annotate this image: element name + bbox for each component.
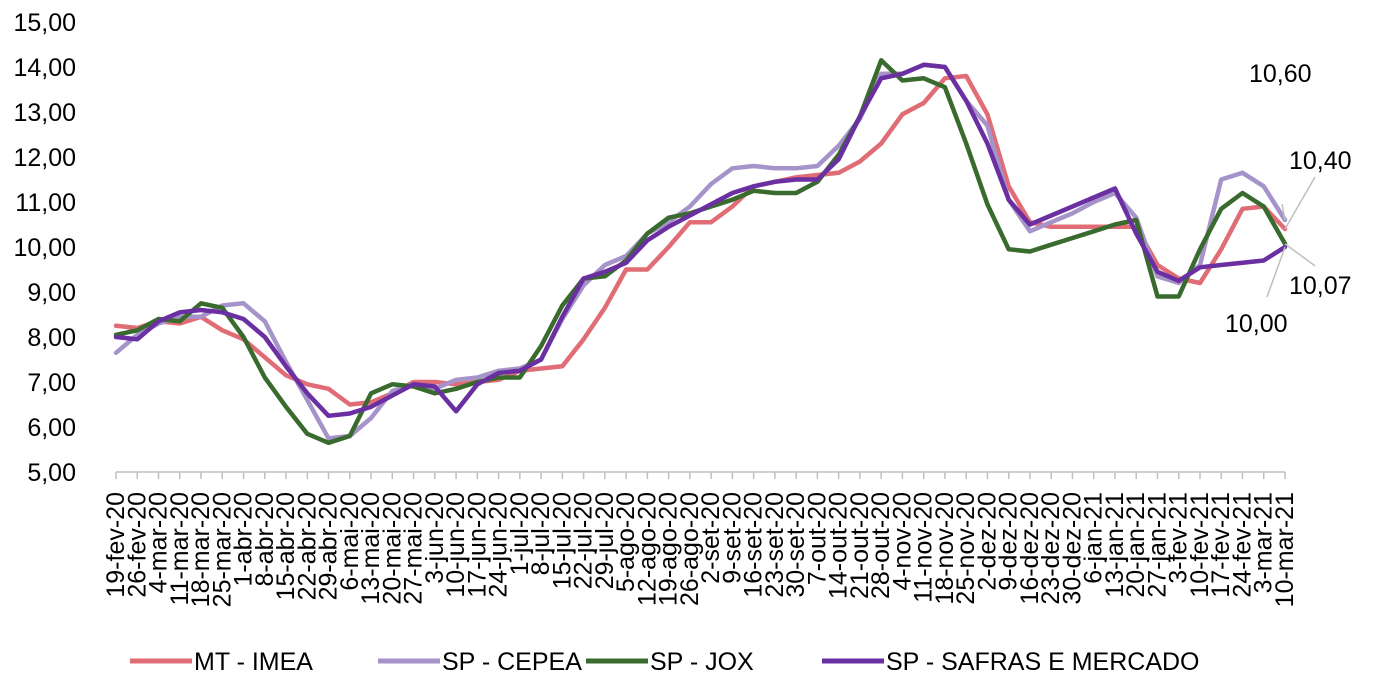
x-tick-label: 30-set-20 — [782, 492, 810, 598]
x-tick-label: 10-fev-21 — [1186, 492, 1214, 598]
x-tick-label: 23-dez-20 — [1037, 492, 1065, 605]
x-tick-label: 1-jul-20 — [506, 492, 534, 575]
annotation-leader — [1281, 203, 1286, 221]
x-tick-label: 4-mar-20 — [145, 492, 173, 593]
x-tick-label: 6-mai-20 — [336, 492, 364, 591]
y-tick-label: 13,00 — [13, 99, 76, 127]
x-tick-label: 21-out-20 — [846, 492, 874, 599]
y-tick-label: 12,00 — [13, 144, 76, 172]
x-tick-label: 9-dez-20 — [995, 492, 1023, 591]
legend-label: MT - IMEA — [194, 648, 313, 676]
y-tick-label: 14,00 — [13, 54, 76, 82]
x-tick-label: 26-ago-20 — [676, 492, 704, 606]
y-tick-label: 9,00 — [27, 279, 76, 307]
x-tick-label: 25-nov-20 — [952, 492, 980, 605]
x-tick-label: 5-ago-20 — [612, 492, 640, 592]
x-tick-label: 8-jul-20 — [527, 492, 555, 575]
series-line — [113, 62, 1288, 441]
x-tick-label: 26-fev-20 — [123, 492, 151, 598]
x-tick-label: 8-abr-20 — [251, 492, 279, 587]
x-tick-label: 11-mar-20 — [166, 492, 194, 605]
series-line — [113, 58, 1288, 446]
x-tick-label: 27-jan-21 — [1143, 492, 1171, 598]
x-tick-label: 19-fev-20 — [102, 492, 130, 598]
annotation-label: 10,00 — [1225, 310, 1288, 338]
x-tick-label: 19-ago-20 — [655, 492, 683, 606]
x-tick-label: 24-jun-20 — [485, 492, 513, 598]
annotation-label: 10,40 — [1289, 147, 1352, 175]
x-tick-label: 12-ago-20 — [633, 492, 661, 606]
y-axis-ticks: 5,00 6,00 7,00 8,00 9,00 10,00 11,00 12,00 13,00… — [13, 9, 76, 487]
x-tick-label: 29-jul-20 — [591, 492, 619, 589]
x-tick-label: 7-out-20 — [803, 492, 831, 585]
x-tick-label: 27-mai-20 — [400, 492, 428, 605]
legend: MT - IMEA SP - CEPEA SP - JOX SP - SAFRAS E… — [130, 648, 1200, 676]
x-tick-label: 25-mar-20 — [208, 492, 236, 607]
x-tick-label: 22-abr-20 — [293, 492, 321, 600]
annotation-leader — [1266, 246, 1286, 298]
x-tick-label: 23-set-20 — [761, 492, 789, 598]
x-tick-label: 30-dez-20 — [1058, 492, 1086, 605]
x-tick-label: 17-jun-20 — [463, 492, 491, 598]
x-tick-label: 3-fev-21 — [1165, 492, 1193, 584]
x-tick-label: 10-jun-20 — [442, 492, 470, 598]
x-tick-label: 11-nov-20 — [910, 492, 938, 603]
annotation-label: 10,60 — [1249, 60, 1312, 88]
x-tick-label: 4-nov-20 — [888, 492, 916, 591]
legend-label: SP - CEPEA — [442, 648, 582, 676]
x-tick-label: 1-abr-20 — [230, 492, 258, 587]
x-tick-label: 3-mar-21 — [1250, 492, 1278, 593]
x-tick-label: 13-mai-20 — [357, 492, 385, 605]
y-tick-label: 8,00 — [27, 324, 76, 352]
x-tick-label: 2-dez-20 — [973, 492, 1001, 591]
x-tick-label: 17-fev-21 — [1207, 492, 1235, 598]
x-axis-ticks: 19-fev-2026-fev-204-mar-2011-mar-2018-ma… — [102, 472, 1299, 607]
x-tick-label: 10-mar-21 — [1271, 492, 1299, 607]
x-tick-label: 3-jun-20 — [421, 492, 449, 584]
series-line — [113, 62, 1288, 419]
series-lines — [113, 58, 1288, 446]
x-tick-label: 2-set-20 — [697, 492, 725, 584]
y-tick-label: 5,00 — [27, 459, 76, 487]
x-tick-label: 18-nov-20 — [931, 492, 959, 605]
annotation-label: 10,07 — [1289, 272, 1352, 300]
x-tick-label: 6-jan-21 — [1080, 492, 1108, 584]
legend-label: SP - SAFRAS E MERCADO — [886, 648, 1200, 676]
annotation-leader — [1284, 176, 1316, 230]
x-tick-label: 20-jan-21 — [1122, 492, 1150, 598]
x-tick-label: 18-mar-20 — [187, 492, 215, 607]
x-tick-label: 13-jan-21 — [1101, 492, 1129, 598]
x-tick-label: 16-dez-20 — [1016, 492, 1044, 605]
legend-label: SP - JOX — [650, 648, 754, 676]
y-tick-label: 11,00 — [15, 189, 76, 217]
x-tick-label: 14-out-20 — [825, 492, 853, 599]
annotation-leader — [1284, 243, 1316, 267]
x-tick-label: 15-jul-20 — [548, 492, 576, 589]
x-tick-label: 28-out-20 — [867, 492, 895, 599]
y-tick-label: 15,00 — [13, 9, 76, 37]
y-tick-label: 10,00 — [13, 234, 76, 262]
x-tick-label: 20-mai-20 — [378, 492, 406, 605]
x-tick-label: 16-set-20 — [740, 492, 768, 598]
y-tick-label: 6,00 — [27, 414, 76, 442]
x-tick-label: 22-jul-20 — [570, 492, 598, 589]
x-tick-label: 24-fev-21 — [1228, 492, 1256, 598]
series-line — [113, 73, 1288, 407]
y-tick-label: 7,00 — [27, 369, 76, 397]
x-tick-label: 15-abr-20 — [272, 492, 300, 600]
x-tick-label: 29-abr-20 — [315, 492, 343, 600]
x-tick-label: 9-set-20 — [718, 492, 746, 584]
